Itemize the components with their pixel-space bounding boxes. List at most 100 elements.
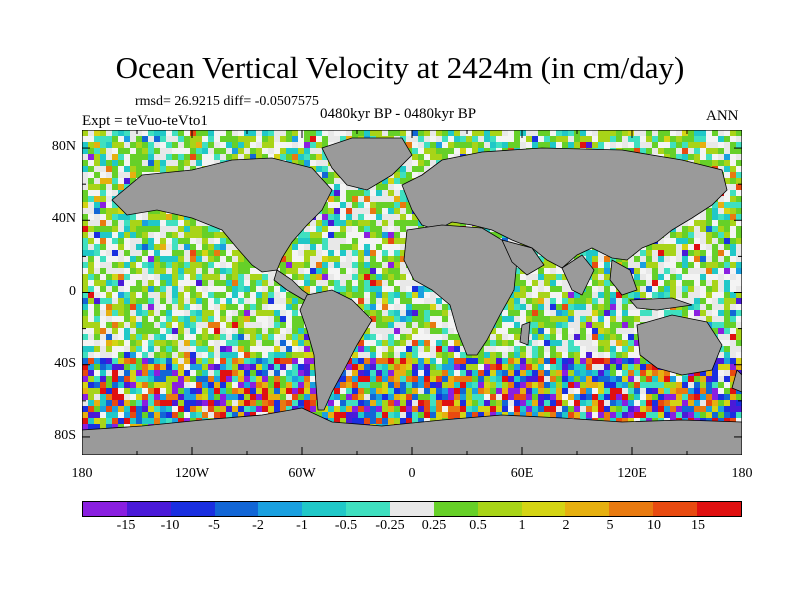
velocity-cell (136, 250, 142, 256)
velocity-cell (550, 328, 556, 334)
velocity-cell (382, 262, 388, 268)
velocity-cell (184, 232, 190, 238)
velocity-cell (82, 148, 88, 154)
velocity-cell (352, 238, 358, 244)
velocity-cell (106, 418, 112, 424)
velocity-cell (100, 418, 106, 424)
velocity-cell (238, 364, 244, 370)
velocity-cell (226, 322, 232, 328)
velocity-cell (418, 412, 424, 418)
velocity-cell (280, 346, 286, 352)
velocity-cell (226, 412, 232, 418)
velocity-cell (142, 400, 148, 406)
velocity-cell (574, 400, 580, 406)
velocity-cell (334, 286, 340, 292)
velocity-cell (706, 316, 712, 322)
velocity-cell (454, 334, 460, 340)
velocity-cell (706, 244, 712, 250)
velocity-cell (634, 334, 640, 340)
velocity-cell (286, 256, 292, 262)
velocity-cell (160, 232, 166, 238)
velocity-cell (652, 244, 658, 250)
velocity-cell (238, 136, 244, 142)
velocity-cell (706, 220, 712, 226)
velocity-cell (376, 190, 382, 196)
velocity-cell (238, 256, 244, 262)
velocity-cell (586, 310, 592, 316)
velocity-cell (724, 166, 730, 172)
velocity-cell (628, 148, 634, 154)
velocity-cell (82, 226, 88, 232)
velocity-cell (328, 394, 334, 400)
velocity-cell (292, 298, 298, 304)
velocity-cell (130, 232, 136, 238)
velocity-cell (130, 316, 136, 322)
velocity-cell (634, 340, 640, 346)
velocity-cell (148, 130, 154, 136)
velocity-cell (682, 148, 688, 154)
velocity-cell (316, 166, 322, 172)
velocity-cell (526, 298, 532, 304)
velocity-cell (94, 304, 100, 310)
velocity-cell (208, 382, 214, 388)
velocity-cell (658, 238, 664, 244)
velocity-cell (274, 358, 280, 364)
velocity-cell (352, 214, 358, 220)
velocity-cell (298, 268, 304, 274)
velocity-cell (202, 304, 208, 310)
velocity-cell (688, 388, 694, 394)
velocity-cell (130, 172, 136, 178)
velocity-cell (172, 382, 178, 388)
velocity-cell (94, 298, 100, 304)
velocity-cell (148, 388, 154, 394)
velocity-cell (232, 262, 238, 268)
velocity-cell (628, 382, 634, 388)
velocity-cell (556, 406, 562, 412)
velocity-cell (544, 262, 550, 268)
velocity-cell (634, 382, 640, 388)
velocity-cell (142, 364, 148, 370)
velocity-cell (658, 394, 664, 400)
velocity-cell (346, 244, 352, 250)
velocity-cell (340, 244, 346, 250)
velocity-cell (262, 280, 268, 286)
velocity-cell (550, 352, 556, 358)
velocity-cell (232, 292, 238, 298)
velocity-cell (136, 286, 142, 292)
velocity-cell (352, 250, 358, 256)
velocity-cell (592, 292, 598, 298)
velocity-cell (652, 250, 658, 256)
velocity-cell (436, 364, 442, 370)
velocity-cell (160, 136, 166, 142)
velocity-cell (712, 256, 718, 262)
velocity-cell (190, 292, 196, 298)
velocity-cell (538, 310, 544, 316)
velocity-cell (334, 256, 340, 262)
velocity-cell (418, 316, 424, 322)
velocity-cell (394, 382, 400, 388)
velocity-cell (358, 382, 364, 388)
velocity-cell (712, 370, 718, 376)
velocity-cell (718, 220, 724, 226)
velocity-cell (358, 250, 364, 256)
velocity-cell (736, 310, 742, 316)
velocity-cell (724, 286, 730, 292)
velocity-cell (172, 286, 178, 292)
velocity-cell (448, 328, 454, 334)
velocity-cell (388, 352, 394, 358)
velocity-cell (616, 418, 622, 424)
velocity-cell (454, 406, 460, 412)
velocity-cell (232, 274, 238, 280)
velocity-cell (154, 370, 160, 376)
velocity-cell (724, 388, 730, 394)
velocity-cell (214, 304, 220, 310)
velocity-cell (358, 364, 364, 370)
velocity-cell (262, 388, 268, 394)
velocity-cell (124, 406, 130, 412)
velocity-cell (634, 394, 640, 400)
velocity-cell (412, 406, 418, 412)
velocity-cell (454, 136, 460, 142)
velocity-cell (616, 364, 622, 370)
velocity-cell (136, 268, 142, 274)
velocity-cell (328, 172, 334, 178)
